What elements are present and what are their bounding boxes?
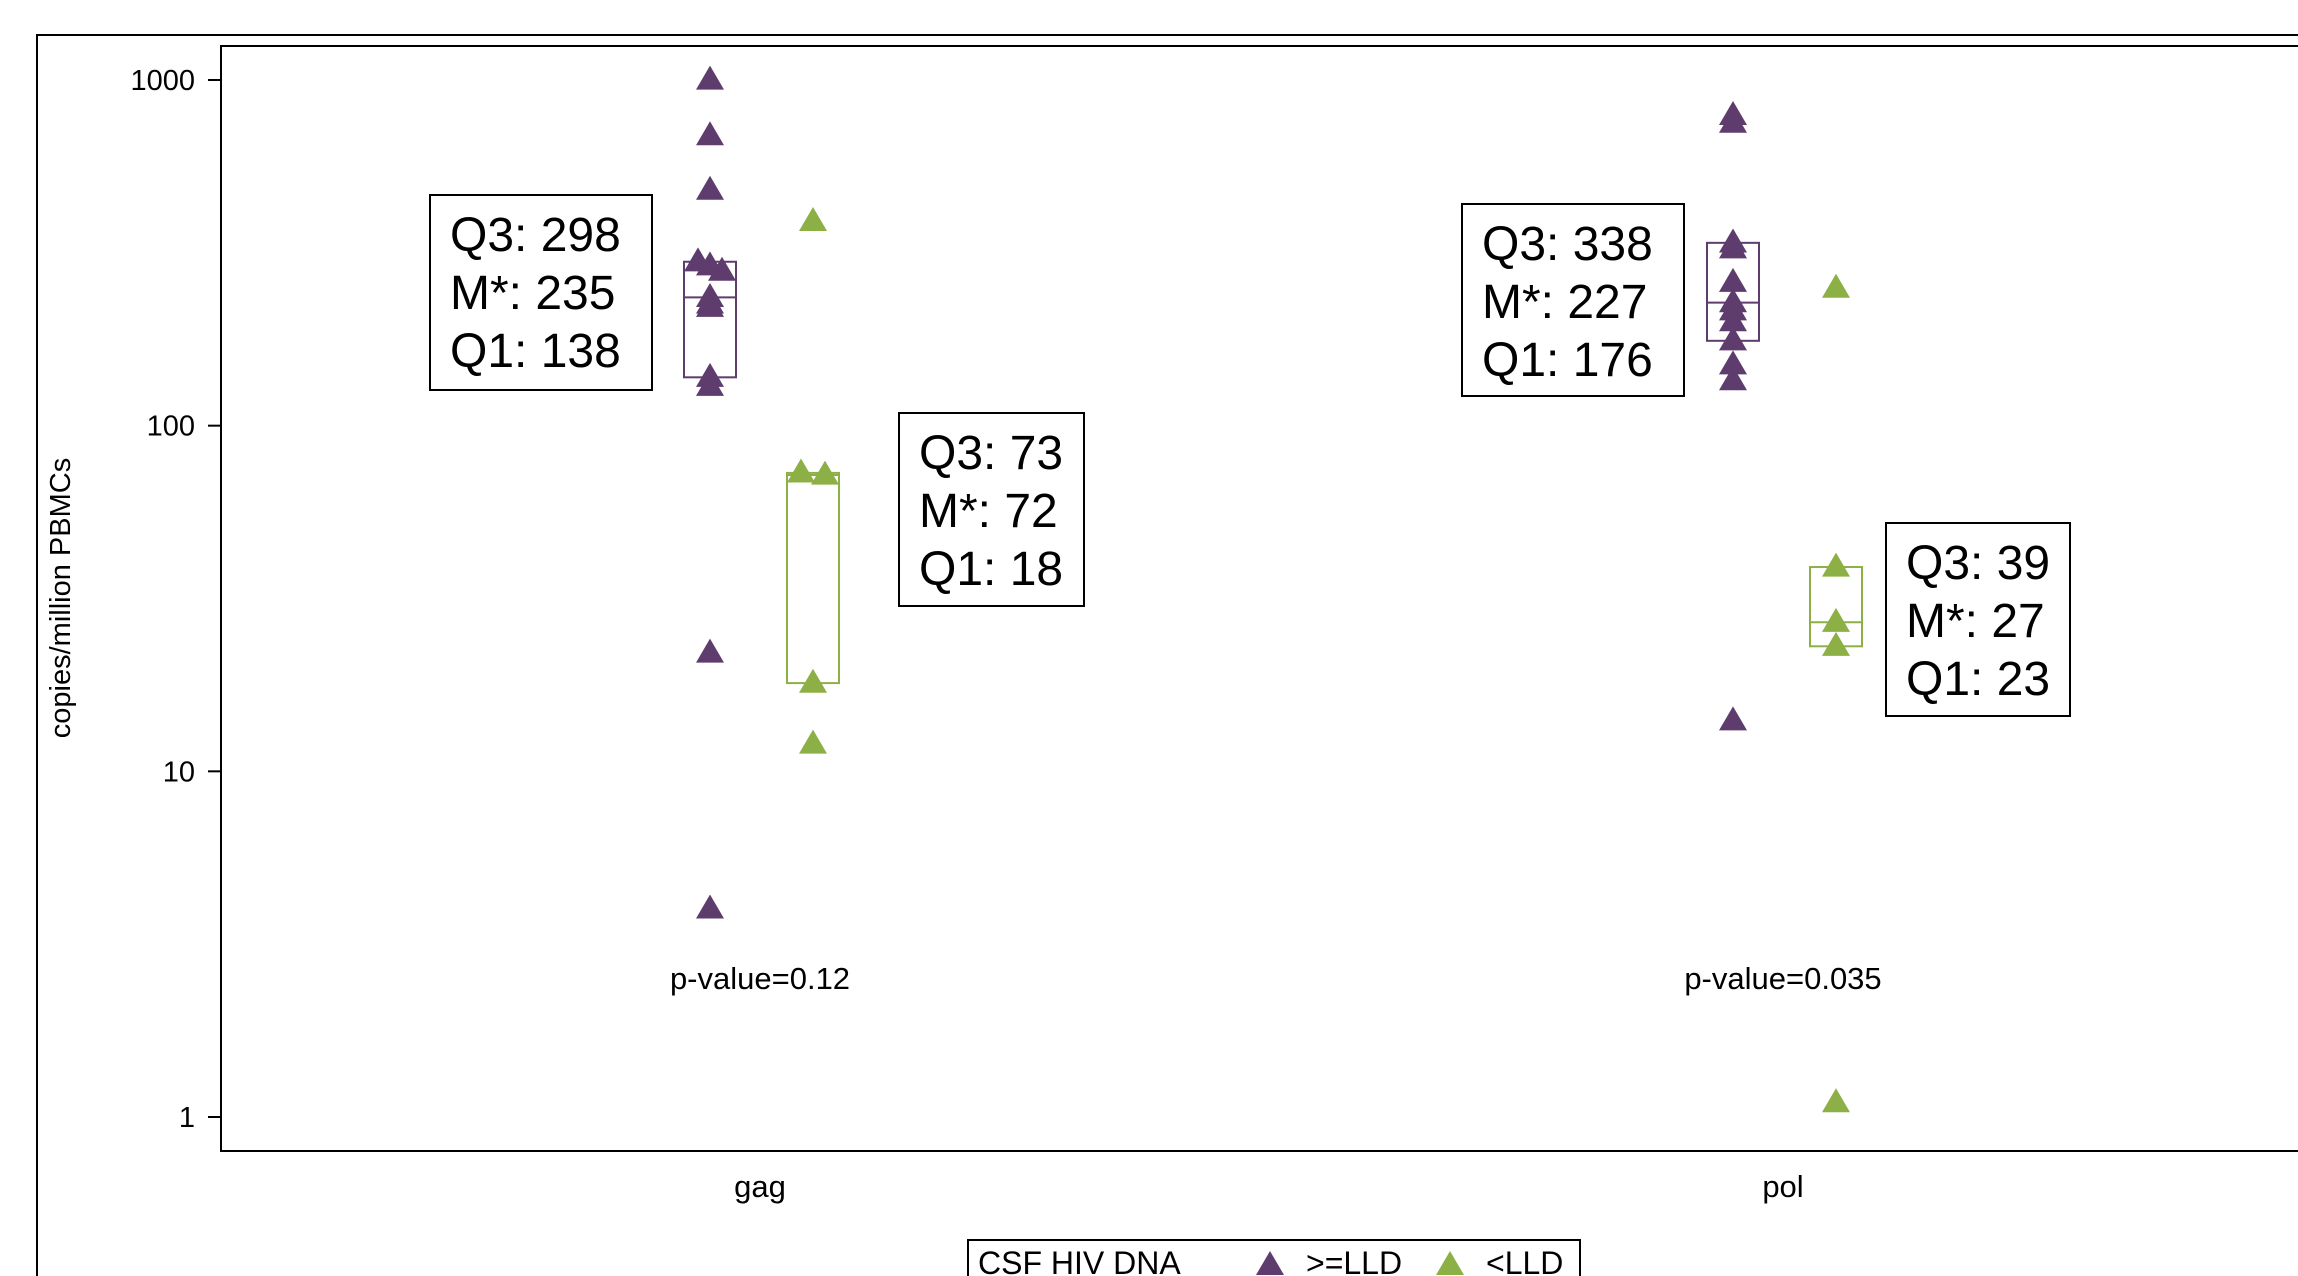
data-point	[1719, 234, 1747, 259]
p-value-label: p-value=0.035	[1684, 961, 1881, 996]
p-value-label: p-value=0.12	[670, 961, 850, 996]
y-tick-label: 1000	[130, 65, 195, 97]
stat-label: M*: 235	[450, 267, 615, 320]
data-point	[696, 65, 724, 90]
stat-box-frame	[898, 412, 1085, 607]
stat-label: Q3: 338	[1482, 218, 1653, 271]
legend-entry-label: <LLD	[1486, 1245, 1563, 1276]
data-point	[1822, 273, 1850, 298]
category-labels: gag pol	[734, 1169, 1804, 1204]
stat-label: Q1: 18	[919, 543, 1063, 596]
legend-title: CSF HIV DNA	[978, 1245, 1181, 1276]
data-point	[696, 371, 724, 396]
data-point	[799, 206, 827, 231]
legend-marker	[1256, 1251, 1284, 1275]
data-point	[1822, 552, 1850, 577]
data-point	[1822, 1088, 1850, 1113]
stat-box-frame	[429, 194, 653, 391]
data-point	[708, 256, 736, 281]
stat-label: Q1: 23	[1906, 653, 2050, 706]
legend-entries: >=LLD <LLD	[1256, 1245, 1563, 1276]
data-point	[1719, 108, 1747, 133]
points-layer	[684, 65, 1850, 1113]
y-axis-label: copies/million PBMCs	[45, 458, 77, 738]
data-point	[1719, 350, 1747, 375]
data-point	[696, 121, 724, 146]
stat-label: Q3: 73	[919, 427, 1063, 480]
stat-label: Q3: 298	[450, 209, 621, 262]
stat-label: M*: 72	[919, 485, 1058, 538]
legend: CSF HIV DNA >=LLD <LLD	[967, 1239, 1581, 1276]
data-point	[696, 175, 724, 200]
data-point	[1822, 631, 1850, 656]
legend-entry-label: >=LLD	[1306, 1245, 1402, 1276]
stat-box-frame	[1885, 522, 2071, 717]
stat-label: Q1: 176	[1482, 334, 1653, 387]
data-point	[1719, 267, 1747, 292]
y-tick-label: 100	[147, 411, 195, 443]
y-tick-label: 1	[179, 1102, 195, 1134]
data-point	[811, 460, 839, 485]
data-point	[696, 292, 724, 317]
legend-marker	[1436, 1251, 1464, 1275]
x-tick-label: gag	[734, 1169, 786, 1204]
stat-label: M*: 27	[1906, 595, 2045, 648]
data-point	[1719, 307, 1747, 332]
outer-frame	[36, 34, 2298, 1276]
data-point	[1719, 706, 1747, 731]
stat-box-frame	[1461, 203, 1685, 397]
data-point	[799, 668, 827, 693]
data-point	[696, 638, 724, 663]
x-tick-label: pol	[1762, 1169, 1803, 1204]
p-value-layer: p-value=0.12 p-value=0.035	[670, 961, 1882, 996]
y-axis: 1 10 100 1000	[130, 65, 221, 1134]
data-point	[1719, 326, 1747, 351]
stat-label: M*: 227	[1482, 276, 1647, 329]
y-tick-label: 10	[163, 756, 195, 788]
data-point	[696, 894, 724, 919]
data-point	[1822, 607, 1850, 632]
data-point	[799, 729, 827, 754]
stat-label: Q3: 39	[1906, 537, 2050, 590]
stat-label: Q1: 138	[450, 325, 621, 378]
data-point	[787, 458, 815, 483]
data-point	[1719, 366, 1747, 391]
